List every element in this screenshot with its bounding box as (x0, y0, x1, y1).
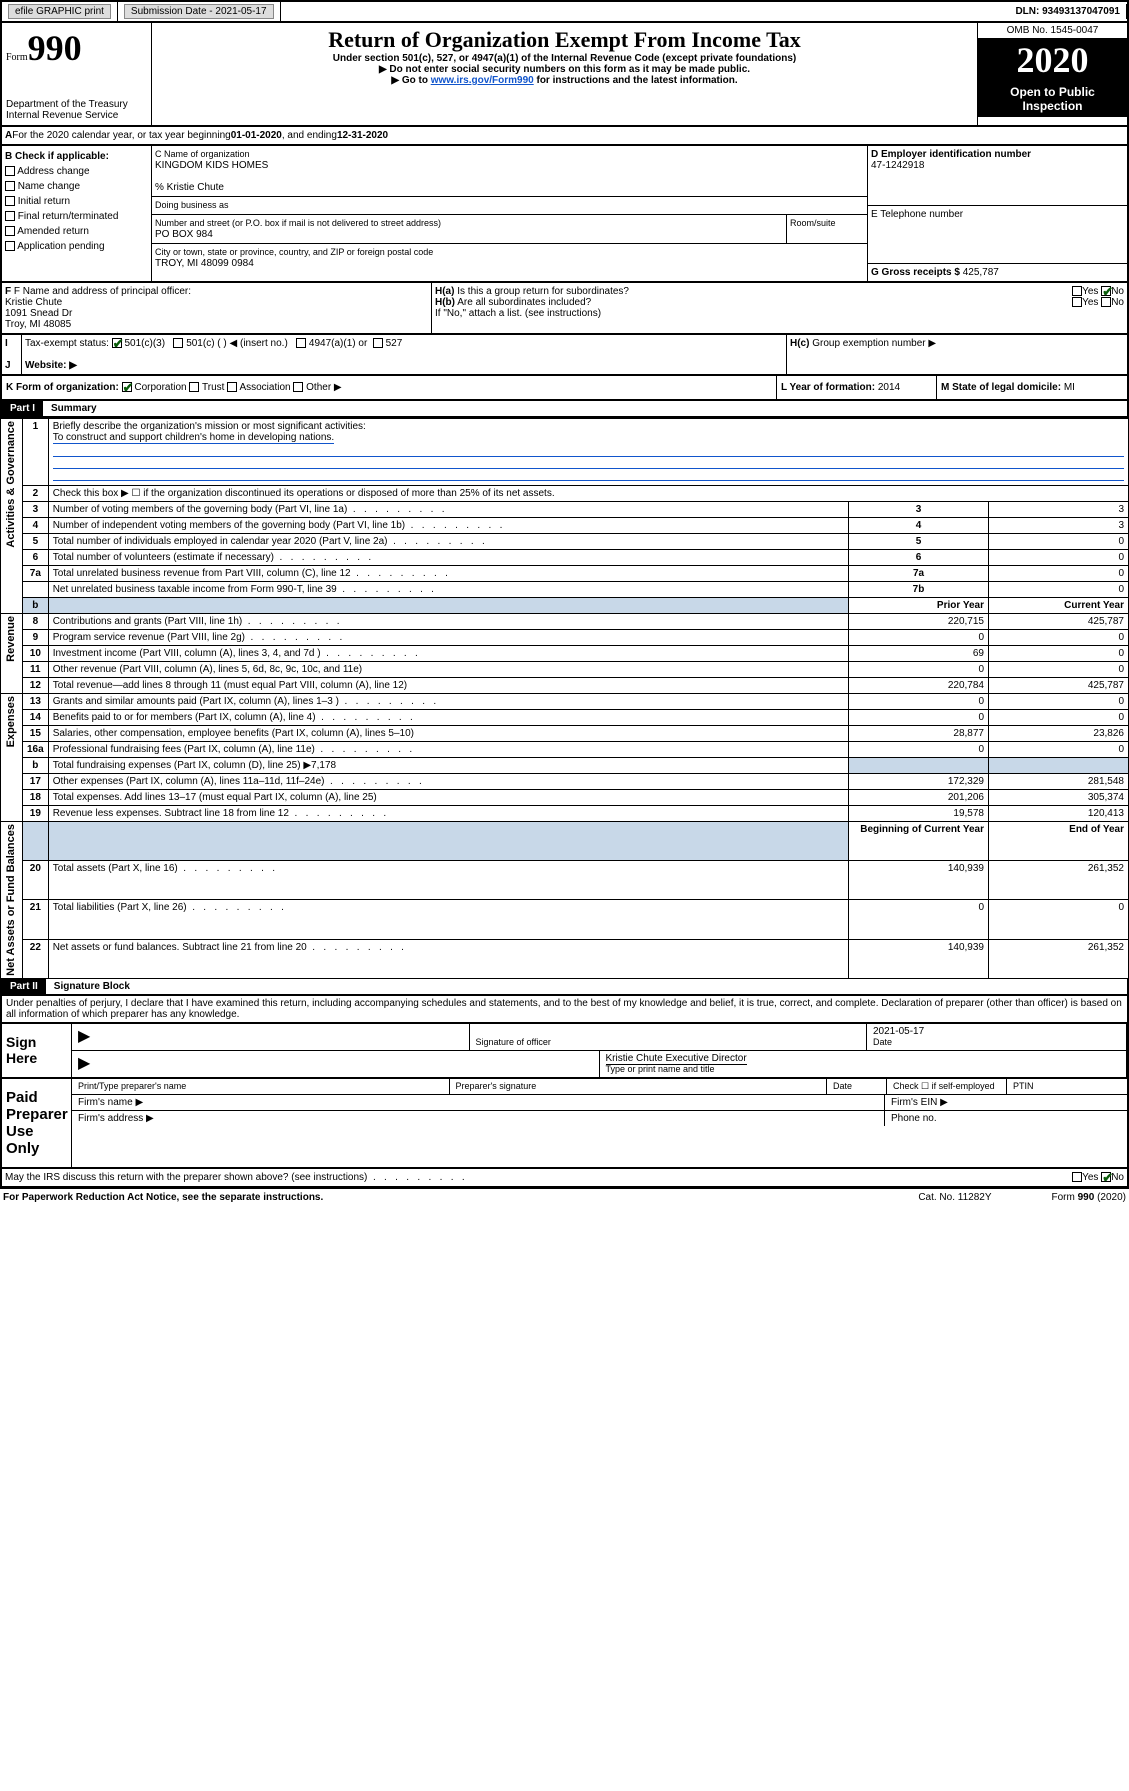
section-b: B Check if applicable: Address change Na… (2, 146, 152, 281)
website-label: Website: ▶ (25, 360, 77, 371)
subtitle-3: ▶ Go to www.irs.gov/Form990 for instruct… (156, 75, 973, 86)
efile-btn[interactable]: efile GRAPHIC print (8, 4, 111, 19)
checkbox-4947[interactable] (296, 338, 306, 348)
subtitle-2: ▶ Do not enter social security numbers o… (156, 64, 973, 75)
checkbox-527[interactable] (373, 338, 383, 348)
sign-date: 2021-05-17 (873, 1026, 924, 1037)
subtitle-1: Under section 501(c), 527, or 4947(a)(1)… (156, 53, 973, 64)
year-formation: 2014 (878, 382, 900, 393)
mission-text: To construct and support children's home… (53, 432, 335, 444)
officer-name: Kristie Chute (5, 297, 62, 308)
irs-link[interactable]: www.irs.gov/Form990 (431, 75, 534, 86)
perjury-declaration: Under penalties of perjury, I declare th… (0, 996, 1129, 1024)
checkbox-pending[interactable] (5, 241, 15, 251)
dept-treasury: Department of the Treasury (6, 99, 147, 110)
state-domicile: MI (1064, 382, 1075, 393)
checkbox-initial-return[interactable] (5, 196, 15, 206)
irs-label: Internal Revenue Service (6, 110, 147, 121)
checkbox-501c[interactable] (173, 338, 183, 348)
form-title: Return of Organization Exempt From Incom… (156, 27, 973, 53)
checkbox-discuss-yes[interactable] (1072, 1172, 1082, 1182)
checkbox-address-change[interactable] (5, 166, 15, 176)
summary-table: Activities & Governance 1 Briefly descri… (0, 418, 1129, 979)
row-b-to-g: B Check if applicable: Address change Na… (0, 146, 1129, 283)
top-bar: efile GRAPHIC print Submission Date - 20… (0, 0, 1129, 23)
submission-date-btn[interactable]: Submission Date - 2021-05-17 (124, 4, 274, 19)
group-revenue: Revenue (5, 616, 17, 662)
dln: DLN: 93493137047091 (1009, 4, 1127, 19)
section-d-e-g: D Employer identification number47-12429… (867, 146, 1127, 281)
checkbox-assoc[interactable] (227, 382, 237, 392)
checkbox-other[interactable] (293, 382, 303, 392)
checkbox-hb-yes[interactable] (1072, 297, 1082, 307)
checkbox-501c3[interactable] (112, 338, 122, 348)
gross-receipts: 425,787 (963, 267, 999, 278)
row-k-l-m: K Form of organization: Corporation Trus… (0, 376, 1129, 401)
irs-discuss-row: May the IRS discuss this return with the… (0, 1169, 1129, 1188)
org-name: KINGDOM KIDS HOMES (155, 160, 268, 171)
group-expenses: Expenses (5, 696, 17, 747)
checkbox-ha-no[interactable] (1101, 286, 1111, 296)
row-f-h: F F Name and address of principal office… (0, 283, 1129, 335)
checkbox-name-change[interactable] (5, 181, 15, 191)
tax-year: 2020 (978, 39, 1127, 81)
city-state-zip: TROY, MI 48099 0984 (155, 258, 254, 269)
street-address: PO BOX 984 (155, 229, 213, 240)
open-to-public: Open to Public Inspection (978, 81, 1127, 117)
checkbox-discuss-no[interactable] (1101, 1172, 1111, 1182)
checkbox-trust[interactable] (189, 382, 199, 392)
row-a: A For the 2020 calendar year, or tax yea… (0, 127, 1129, 146)
form-label: Form (6, 52, 28, 63)
arrow-icon: ▶ (72, 1051, 600, 1077)
page-footer: For Paperwork Reduction Act Notice, see … (0, 1188, 1129, 1206)
group-activities: Activities & Governance (5, 421, 17, 548)
checkbox-ha-yes[interactable] (1072, 286, 1082, 296)
paid-preparer-block: Paid Preparer Use Only Print/Type prepar… (0, 1079, 1129, 1169)
checkbox-corp[interactable] (122, 382, 132, 392)
arrow-icon: ▶ (72, 1024, 470, 1050)
checkbox-final-return[interactable] (5, 211, 15, 221)
form-number: 990 (28, 28, 82, 68)
group-netassets: Net Assets or Fund Balances (5, 824, 17, 976)
sign-here-block: Sign Here ▶ Signature of officer 2021-05… (0, 1024, 1129, 1079)
omb-number: OMB No. 1545-0047 (978, 23, 1127, 39)
section-c: C Name of organizationKINGDOM KIDS HOMES… (152, 146, 867, 281)
row-i-j-hc: IJ Tax-exempt status: 501(c)(3) 501(c) (… (0, 335, 1129, 376)
part1-header: Part I Summary (0, 401, 1129, 418)
ein: 47-1242918 (871, 160, 924, 171)
checkbox-amended[interactable] (5, 226, 15, 236)
form-header: Form990 Department of the Treasury Inter… (0, 23, 1129, 127)
part2-header: Part II Signature Block (0, 979, 1129, 996)
